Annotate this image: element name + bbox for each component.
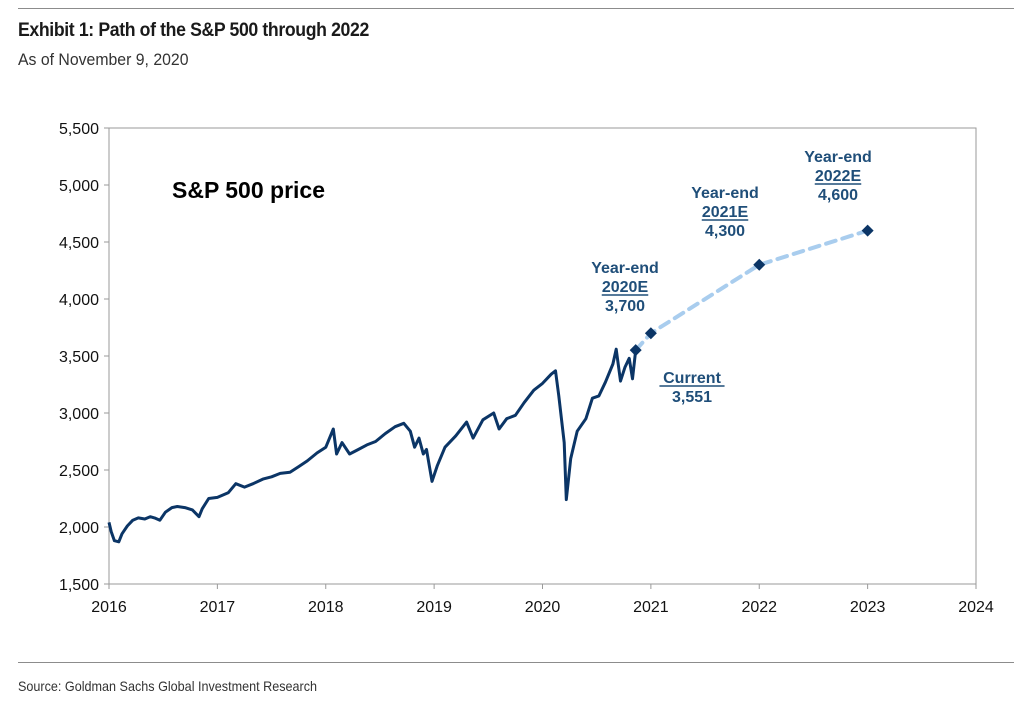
annotation-ye2022: Year-end 2022E 4,600 — [804, 149, 872, 204]
exhibit-title: Exhibit 1: Path of the S&P 500 through 2… — [18, 20, 369, 41]
annotation-current: Current 3,551 — [659, 370, 725, 406]
chart-inner-title: S&P 500 price — [172, 177, 325, 203]
annotation-text: Year-end — [691, 185, 759, 202]
bottom-rule — [18, 662, 1014, 663]
annotation-text: Year-end — [804, 149, 872, 166]
y-tick-label: 2,500 — [59, 463, 99, 480]
y-axis: 1,500 2,000 2,500 3,000 3,500 4,000 4,500 5,000… — [59, 121, 109, 594]
y-tick-label: 3,000 — [59, 406, 99, 423]
annotation-text: 4,600 — [818, 187, 858, 204]
data-point-marker — [753, 258, 766, 271]
y-tick-label: 3,500 — [59, 349, 99, 366]
y-tick-label: 2,000 — [59, 520, 99, 537]
x-tick-label: 2020 — [525, 599, 561, 616]
y-tick-label: 4,000 — [59, 292, 99, 309]
x-tick-label: 2022 — [741, 599, 777, 616]
sp500-chart: S&P 500 price 1,500 2,000 2,500 3,000 3,500 4… — [59, 121, 994, 616]
x-tick-label: 2019 — [416, 599, 452, 616]
x-axis: 2016 2017 2018 2019 2020 2021 2022 2023 2024 — [91, 584, 994, 616]
x-tick-label: 2024 — [958, 599, 994, 616]
y-tick-label: 4,500 — [59, 235, 99, 252]
y-tick-label: 5,000 — [59, 178, 99, 195]
x-tick-label: 2018 — [308, 599, 344, 616]
annotation-text: 3,700 — [605, 298, 645, 315]
x-tick-label: 2017 — [200, 599, 236, 616]
annotation-layer: Current 3,551 Year-end 2020E 3,700 Year-end 20… — [591, 149, 872, 406]
x-tick-label: 2023 — [850, 599, 886, 616]
series-layer — [107, 228, 870, 544]
data-point-marker — [629, 344, 642, 357]
source-note: Source: Goldman Sachs Global Investment … — [18, 678, 318, 694]
annotation-text: 4,300 — [705, 223, 745, 240]
annotation-text: Current — [663, 370, 721, 387]
annotation-ye2021: Year-end 2021E 4,300 — [691, 185, 759, 240]
x-tick-label: 2016 — [91, 599, 127, 616]
marker-layer — [629, 224, 874, 357]
data-point-marker — [861, 224, 874, 237]
annotation-text: 2020E — [602, 279, 649, 296]
sp500-price-line — [107, 347, 638, 544]
annotation-ye2020: Year-end 2020E 3,700 — [591, 260, 659, 315]
annotation-text: Year-end — [591, 260, 659, 277]
annotation-text: 2021E — [702, 204, 749, 221]
top-rule — [18, 8, 1014, 9]
annotation-text: 2022E — [815, 168, 862, 185]
data-point-marker — [644, 327, 657, 340]
forecast-line — [633, 228, 870, 353]
exhibit-subtitle: As of November 9, 2020 — [18, 50, 189, 69]
y-tick-label: 5,500 — [59, 121, 99, 138]
y-tick-label: 1,500 — [59, 577, 99, 594]
annotation-text: 3,551 — [672, 389, 712, 406]
x-tick-label: 2021 — [633, 599, 669, 616]
